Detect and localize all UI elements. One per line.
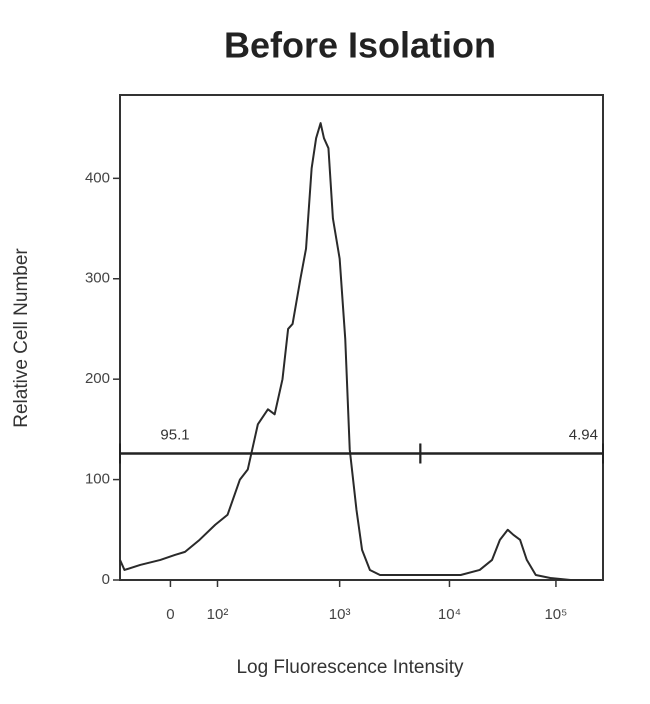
y-tick-label: 400 xyxy=(85,169,110,186)
y-tick-label: 300 xyxy=(85,270,110,287)
y-tick-label: 100 xyxy=(85,471,110,488)
y-tick-label: 200 xyxy=(85,370,110,387)
x-tick-label: 10² xyxy=(207,606,229,623)
plot-frame xyxy=(119,94,604,581)
gate-label: 95.1 xyxy=(160,426,189,443)
x-tick-label: 10⁴ xyxy=(438,606,461,623)
x-axis-label: Log Fluorescence Intensity xyxy=(236,657,464,678)
chart-title: Before Isolation xyxy=(224,25,496,66)
x-tick-label: 10³ xyxy=(329,606,351,623)
x-tick-label: 10⁵ xyxy=(544,606,567,623)
histogram-line xyxy=(119,122,601,581)
y-tick-label: 0 xyxy=(102,571,110,588)
gate-label: 4.94 xyxy=(569,426,598,443)
y-axis-label: Relative Cell Number xyxy=(11,248,32,428)
x-tick-label: 0 xyxy=(166,606,174,623)
